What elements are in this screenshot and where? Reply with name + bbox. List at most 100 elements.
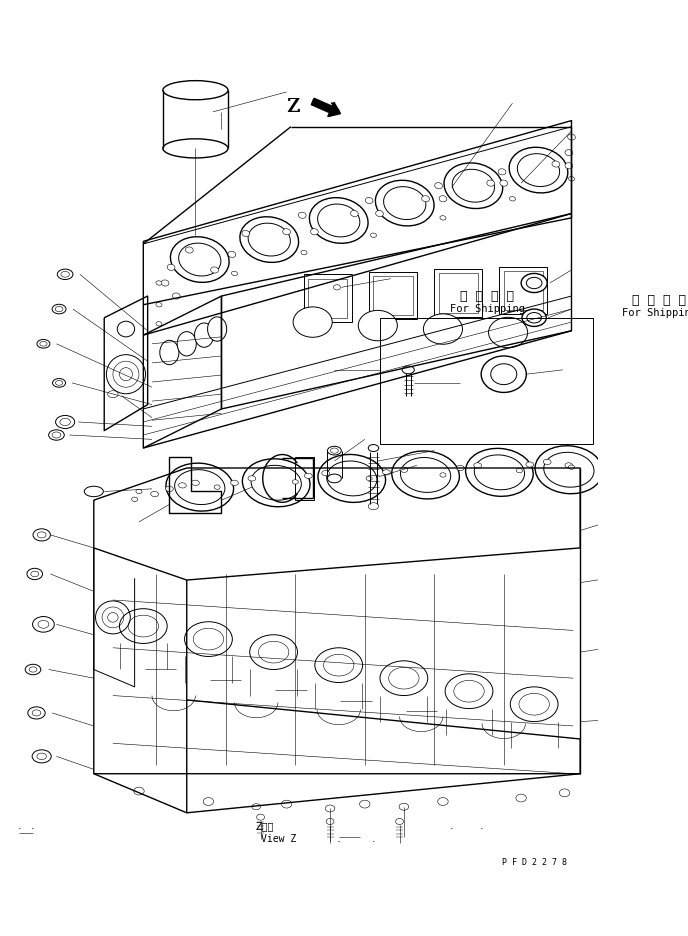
Ellipse shape <box>151 491 158 497</box>
Text: P F D 2 2 7 8: P F D 2 2 7 8 <box>502 857 567 867</box>
Bar <box>295 457 314 500</box>
Ellipse shape <box>544 460 551 464</box>
Ellipse shape <box>49 430 64 440</box>
Ellipse shape <box>160 341 179 365</box>
Ellipse shape <box>252 804 261 810</box>
Text: Z　視: Z 視 <box>256 821 274 831</box>
Ellipse shape <box>481 356 526 392</box>
Text: .: . <box>372 834 375 844</box>
Ellipse shape <box>25 665 41 675</box>
Ellipse shape <box>445 674 493 709</box>
Ellipse shape <box>178 331 196 356</box>
Ellipse shape <box>552 161 560 168</box>
Ellipse shape <box>108 390 118 398</box>
Text: .: . <box>337 834 341 844</box>
Text: Z: Z <box>286 97 299 116</box>
Text: For Shipping: For Shipping <box>450 304 525 314</box>
Ellipse shape <box>440 473 446 477</box>
Ellipse shape <box>435 183 442 189</box>
Ellipse shape <box>195 323 214 347</box>
Ellipse shape <box>334 285 341 290</box>
Ellipse shape <box>568 177 574 181</box>
Ellipse shape <box>310 228 319 235</box>
Ellipse shape <box>228 251 236 257</box>
Ellipse shape <box>250 635 297 669</box>
Ellipse shape <box>173 293 180 300</box>
Bar <box>434 270 482 317</box>
Ellipse shape <box>57 270 73 280</box>
Ellipse shape <box>327 446 341 455</box>
Ellipse shape <box>360 800 370 808</box>
Ellipse shape <box>559 789 570 797</box>
Ellipse shape <box>156 302 162 307</box>
Ellipse shape <box>487 180 495 186</box>
Ellipse shape <box>27 568 43 579</box>
Ellipse shape <box>380 661 428 695</box>
Ellipse shape <box>156 281 162 285</box>
Ellipse shape <box>568 134 575 140</box>
Ellipse shape <box>358 311 398 341</box>
Bar <box>304 274 352 322</box>
Ellipse shape <box>365 197 373 203</box>
Bar <box>380 317 593 444</box>
Ellipse shape <box>299 212 306 218</box>
Ellipse shape <box>422 196 429 202</box>
Ellipse shape <box>370 233 376 238</box>
Ellipse shape <box>56 416 75 429</box>
Ellipse shape <box>248 475 256 481</box>
Ellipse shape <box>184 622 233 656</box>
Ellipse shape <box>325 805 335 812</box>
Ellipse shape <box>161 280 169 286</box>
Ellipse shape <box>322 471 330 475</box>
Ellipse shape <box>52 304 66 314</box>
Ellipse shape <box>37 340 50 348</box>
Ellipse shape <box>368 445 378 451</box>
Ellipse shape <box>208 317 226 342</box>
Ellipse shape <box>510 687 558 722</box>
Ellipse shape <box>33 529 50 541</box>
Text: .: . <box>31 821 35 831</box>
Ellipse shape <box>84 486 103 497</box>
Ellipse shape <box>565 462 573 468</box>
Ellipse shape <box>165 486 173 491</box>
Ellipse shape <box>517 468 522 473</box>
Ellipse shape <box>186 247 193 253</box>
Text: .: . <box>480 821 484 831</box>
Ellipse shape <box>242 230 250 237</box>
Text: Z: Z <box>288 97 300 116</box>
Ellipse shape <box>368 503 378 510</box>
Text: For Shipping: For Shipping <box>622 308 688 318</box>
Ellipse shape <box>516 794 526 802</box>
Ellipse shape <box>565 150 573 155</box>
Ellipse shape <box>327 474 341 483</box>
Ellipse shape <box>521 273 547 293</box>
Ellipse shape <box>231 271 237 275</box>
Ellipse shape <box>474 462 482 468</box>
Ellipse shape <box>488 317 528 347</box>
Ellipse shape <box>257 814 264 820</box>
Ellipse shape <box>399 803 409 811</box>
Bar <box>499 267 547 314</box>
Ellipse shape <box>167 264 175 271</box>
Ellipse shape <box>568 465 574 469</box>
Ellipse shape <box>383 470 390 475</box>
Ellipse shape <box>522 309 546 327</box>
Ellipse shape <box>304 474 312 478</box>
Ellipse shape <box>396 818 403 825</box>
Ellipse shape <box>565 163 573 168</box>
Ellipse shape <box>293 307 332 337</box>
Ellipse shape <box>203 797 214 805</box>
Ellipse shape <box>500 180 508 186</box>
Ellipse shape <box>28 707 45 719</box>
Text: 運  搬  部  品: 運 搬 部 品 <box>460 289 514 302</box>
Ellipse shape <box>133 787 144 795</box>
Text: .: . <box>450 821 453 831</box>
Ellipse shape <box>136 490 142 493</box>
Ellipse shape <box>211 267 218 273</box>
FancyArrow shape <box>311 98 341 117</box>
Ellipse shape <box>400 467 408 473</box>
Ellipse shape <box>376 211 383 216</box>
Ellipse shape <box>214 485 220 490</box>
Bar <box>369 271 417 319</box>
Ellipse shape <box>402 366 414 373</box>
